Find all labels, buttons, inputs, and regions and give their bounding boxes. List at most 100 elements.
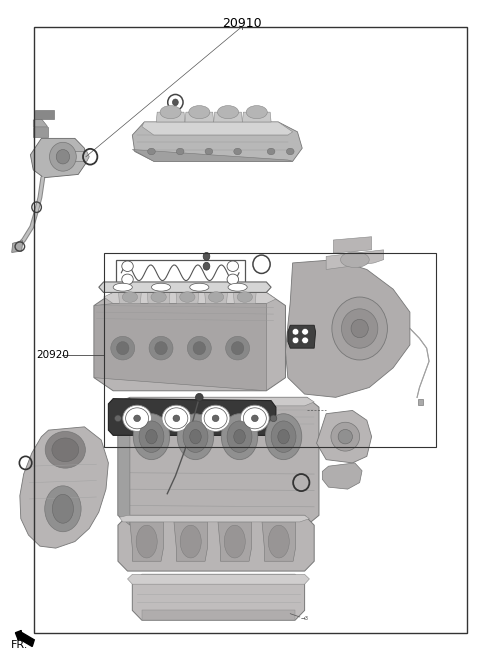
Ellipse shape: [287, 148, 294, 155]
Ellipse shape: [56, 150, 70, 164]
Polygon shape: [233, 290, 256, 304]
Polygon shape: [116, 260, 245, 286]
Polygon shape: [104, 292, 276, 304]
Ellipse shape: [221, 414, 258, 460]
Ellipse shape: [160, 106, 181, 119]
Polygon shape: [132, 574, 305, 620]
Ellipse shape: [340, 252, 369, 267]
Polygon shape: [214, 112, 242, 122]
Ellipse shape: [228, 283, 247, 291]
Ellipse shape: [172, 99, 178, 106]
Ellipse shape: [133, 414, 169, 460]
Bar: [35, 110, 54, 119]
Polygon shape: [20, 427, 108, 548]
Ellipse shape: [292, 337, 299, 344]
Ellipse shape: [139, 421, 164, 453]
Polygon shape: [118, 397, 319, 525]
Polygon shape: [262, 522, 296, 561]
Polygon shape: [128, 574, 310, 584]
Polygon shape: [326, 250, 384, 269]
Polygon shape: [288, 325, 316, 348]
Ellipse shape: [180, 292, 195, 302]
Polygon shape: [323, 463, 362, 489]
Ellipse shape: [278, 430, 289, 444]
Ellipse shape: [162, 405, 191, 432]
Ellipse shape: [252, 415, 258, 422]
Ellipse shape: [183, 421, 208, 453]
Polygon shape: [33, 119, 48, 127]
Ellipse shape: [246, 106, 267, 119]
Ellipse shape: [224, 525, 245, 558]
Polygon shape: [156, 112, 185, 122]
Ellipse shape: [190, 430, 201, 444]
Polygon shape: [94, 292, 286, 391]
Ellipse shape: [148, 148, 156, 155]
Ellipse shape: [212, 415, 219, 422]
Ellipse shape: [155, 342, 167, 355]
Text: →3: →3: [301, 616, 309, 621]
Ellipse shape: [190, 283, 209, 291]
Polygon shape: [130, 522, 163, 561]
Polygon shape: [118, 515, 314, 571]
Text: 20910: 20910: [223, 17, 262, 30]
Ellipse shape: [271, 421, 296, 453]
Ellipse shape: [45, 486, 81, 532]
Polygon shape: [286, 260, 410, 397]
Polygon shape: [120, 515, 310, 522]
Ellipse shape: [146, 430, 157, 444]
Polygon shape: [204, 290, 228, 304]
Polygon shape: [132, 150, 293, 162]
Polygon shape: [218, 522, 252, 561]
Polygon shape: [147, 290, 170, 304]
Ellipse shape: [208, 292, 224, 302]
Polygon shape: [142, 610, 295, 620]
Polygon shape: [185, 112, 214, 122]
Ellipse shape: [227, 261, 239, 271]
Ellipse shape: [45, 432, 85, 468]
Polygon shape: [108, 399, 276, 436]
Ellipse shape: [187, 336, 211, 360]
Polygon shape: [99, 282, 271, 292]
Ellipse shape: [165, 408, 188, 429]
Ellipse shape: [189, 106, 210, 119]
Ellipse shape: [240, 405, 269, 432]
Ellipse shape: [49, 143, 76, 171]
Ellipse shape: [302, 337, 309, 344]
Polygon shape: [176, 290, 199, 304]
Ellipse shape: [341, 309, 378, 348]
Polygon shape: [75, 152, 89, 162]
Polygon shape: [118, 397, 130, 525]
Ellipse shape: [115, 415, 121, 422]
FancyArrow shape: [15, 631, 34, 646]
Ellipse shape: [243, 408, 266, 429]
Ellipse shape: [205, 148, 213, 155]
Polygon shape: [94, 304, 266, 391]
Ellipse shape: [52, 438, 79, 462]
Ellipse shape: [177, 414, 214, 460]
Ellipse shape: [292, 328, 299, 335]
Ellipse shape: [227, 274, 239, 284]
Polygon shape: [119, 290, 142, 304]
Ellipse shape: [234, 148, 241, 155]
Ellipse shape: [176, 148, 184, 155]
Bar: [104, 253, 436, 447]
Ellipse shape: [203, 262, 210, 270]
Ellipse shape: [152, 283, 170, 291]
Polygon shape: [242, 112, 271, 122]
Ellipse shape: [113, 283, 132, 291]
Ellipse shape: [123, 405, 152, 432]
Polygon shape: [317, 411, 372, 463]
Ellipse shape: [226, 336, 250, 360]
Polygon shape: [333, 237, 372, 253]
Polygon shape: [174, 522, 207, 561]
Polygon shape: [33, 127, 48, 137]
Ellipse shape: [122, 261, 133, 271]
Ellipse shape: [122, 274, 133, 284]
Ellipse shape: [302, 328, 309, 335]
Polygon shape: [120, 397, 314, 406]
Ellipse shape: [149, 336, 173, 360]
Ellipse shape: [268, 525, 289, 558]
Ellipse shape: [168, 95, 183, 110]
Ellipse shape: [134, 415, 141, 422]
Ellipse shape: [52, 494, 73, 523]
